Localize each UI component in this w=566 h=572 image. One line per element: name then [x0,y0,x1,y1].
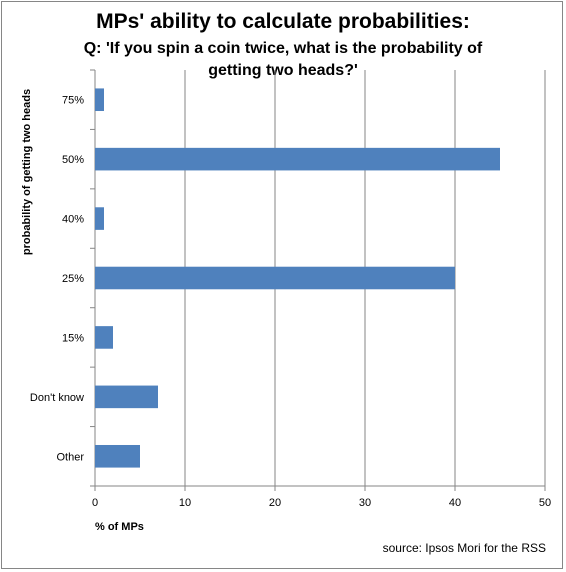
bar [95,207,104,230]
y-tick-label: 40% [62,214,84,226]
x-tick-label: 50 [539,497,551,509]
chart-subtitle: Q: 'If you spin a coin twice, what is th… [83,40,483,79]
bar [95,88,104,112]
x-tick-label: 30 [359,497,371,509]
bar [95,147,500,171]
x-tick-label: 40 [449,497,461,509]
y-tick-label: 25% [62,273,84,285]
bar [95,326,113,349]
source-note: source: Ipsos Mori for the RSS [382,541,546,555]
x-tick-label: 10 [179,497,191,509]
y-tick-label: 15% [62,332,84,344]
y-tick-label: 75% [62,95,84,107]
x-axis-label: % of MPs [95,521,144,533]
bar [95,385,158,409]
bar [95,444,140,468]
x-tick-label: 20 [269,497,281,509]
chart-title: MPs' ability to calculate probabilities: [96,10,470,33]
bar [95,266,455,290]
y-tick-label: Other [56,451,84,463]
y-tick-label: Don't know [30,392,84,404]
y-tick-label: 50% [62,154,84,166]
x-tick-label: 0 [92,497,98,509]
